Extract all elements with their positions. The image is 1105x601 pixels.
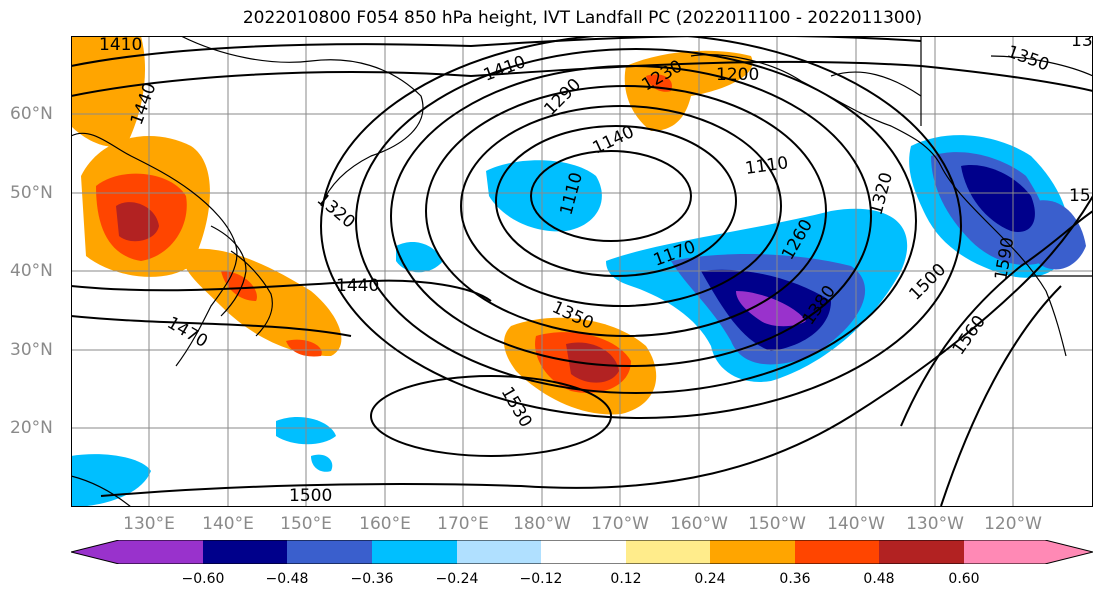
contour-label: 1410 xyxy=(99,36,142,55)
colorbar-tick: 0.24 xyxy=(694,571,726,587)
shade-positive-central-pacific-peak xyxy=(566,342,619,383)
shade-negative-small-1 xyxy=(396,241,443,273)
lon-label: 120°W xyxy=(984,514,1042,534)
contour-label: 1350 xyxy=(1004,42,1051,76)
colorbar-tick: −0.12 xyxy=(519,571,563,587)
shade-positive-asia-peak xyxy=(116,202,159,242)
shade-negative-tropical-sw xyxy=(71,454,151,507)
lon-label: 160°E xyxy=(359,514,411,534)
shade-positive-alaska-core xyxy=(646,74,672,92)
lat-label: 20°N xyxy=(10,418,53,438)
colorbar-tick: 0.12 xyxy=(610,571,642,587)
contour-label: 1530 xyxy=(497,384,536,431)
colorbar-tick: −0.24 xyxy=(435,571,479,587)
shade-negative-northwest-coast-dark xyxy=(961,165,1035,232)
contour-label: 1200 xyxy=(716,65,759,85)
colorbar-segment xyxy=(710,540,795,564)
contour-label: 1500 xyxy=(905,260,950,305)
lon-label: 180°W xyxy=(513,514,571,534)
colorbar-segment xyxy=(287,540,372,564)
colorbar-segment xyxy=(879,540,964,564)
shade-positive-kamchatka-top-left xyxy=(71,36,146,147)
contour-label: 1320 xyxy=(313,190,359,233)
shade-negative-north-pacific xyxy=(486,160,602,232)
shade-negative-east-band-peak xyxy=(736,291,806,327)
colorbar-segment xyxy=(203,540,287,564)
figure-title: 2022010800 F054 850 hPa height, IVT Land… xyxy=(242,8,923,28)
lon-label: 170°E xyxy=(437,514,489,534)
colorbar-segment xyxy=(964,540,1093,564)
lon-label: 140°E xyxy=(202,514,254,534)
shade-negative-small-2 xyxy=(311,454,333,472)
lon-label: 160°W xyxy=(670,514,728,534)
coastlines xyxy=(71,36,1093,507)
lon-label: 130°W xyxy=(906,514,964,534)
contour-label: 1500 xyxy=(289,486,332,506)
colorbar-segment xyxy=(795,540,879,564)
graticule xyxy=(71,36,1093,507)
lon-label: 130°E xyxy=(123,514,175,534)
lat-label: 40°N xyxy=(10,261,53,281)
lon-label: 170°W xyxy=(591,514,649,534)
contour-label: 1320 xyxy=(867,170,898,217)
colorbar-tick: 0.60 xyxy=(948,571,980,587)
map-canvas: 1410 1440 1410 1290 1230 1200 1350 1350 … xyxy=(71,36,1093,507)
colorbar-segment xyxy=(541,540,626,564)
lat-label: 50°N xyxy=(10,183,53,203)
shade-positive-alaska xyxy=(624,50,753,131)
colorbar-tick: −0.60 xyxy=(181,571,225,587)
lon-label: 140°W xyxy=(827,514,885,534)
contour-label: 1440 xyxy=(336,276,379,296)
lat-label: 30°N xyxy=(10,340,53,360)
colorbar-segment xyxy=(71,540,203,564)
lon-label: 150°E xyxy=(280,514,332,534)
contour-label: 15 xyxy=(1069,186,1091,206)
height-contours xyxy=(71,36,1093,507)
lat-label: 60°N xyxy=(10,104,53,124)
colorbar xyxy=(71,540,1093,564)
colorbar-segment xyxy=(372,540,457,564)
contour-label: 1350 xyxy=(1071,36,1093,51)
colorbar-tick: 0.36 xyxy=(779,571,811,587)
colorbar-tick: −0.48 xyxy=(265,571,309,587)
map-panel: 1410 1440 1410 1290 1230 1200 1350 1350 … xyxy=(71,36,1093,507)
lon-label: 150°W xyxy=(748,514,806,534)
colorbar-segment xyxy=(626,540,710,564)
shade-positive-japan-core2 xyxy=(286,339,322,357)
colorbar-segment xyxy=(457,540,541,564)
colorbar-tick: 0.48 xyxy=(863,571,895,587)
contour-label: 1110 xyxy=(744,153,790,179)
colorbar-tick: −0.36 xyxy=(350,571,394,587)
